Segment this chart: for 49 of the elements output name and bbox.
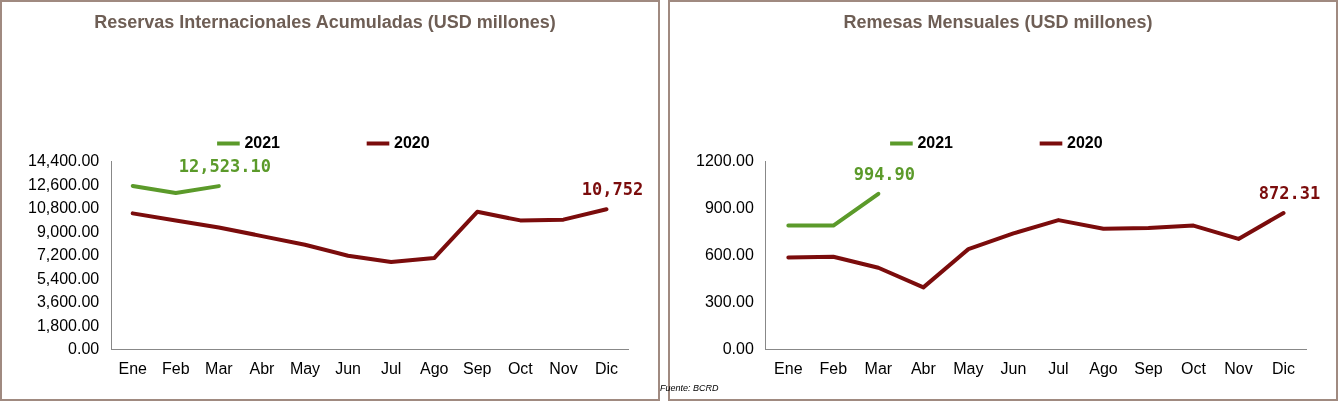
x-tick-label: Feb bbox=[819, 359, 848, 377]
y-tick-label: 900.00 bbox=[704, 199, 754, 217]
x-tick-label: Feb bbox=[161, 359, 190, 377]
x-tick-label: Mar bbox=[205, 359, 234, 377]
x-tick-label: Oct bbox=[1181, 359, 1207, 377]
x-tick-label: Jun bbox=[335, 359, 361, 377]
data-label: 872.31 bbox=[1258, 182, 1321, 203]
source-note: Fuente: BCRD bbox=[660, 383, 719, 393]
x-tick-label: Jul bbox=[1048, 359, 1069, 377]
x-tick-label: Dic bbox=[1271, 359, 1296, 377]
y-tick-label: 10,800.00 bbox=[27, 199, 100, 217]
chart-title: Remesas Mensuales (USD millones) bbox=[843, 11, 1153, 32]
y-tick-label: 1,800.00 bbox=[36, 316, 100, 334]
y-tick-label: 12,600.00 bbox=[27, 175, 100, 193]
x-tick-label: Nov bbox=[1224, 359, 1253, 377]
y-tick-label: 600.00 bbox=[704, 246, 754, 264]
x-tick-label: Abr bbox=[910, 359, 937, 377]
data-label: 10,752 bbox=[581, 179, 644, 200]
x-tick-label: Mar bbox=[864, 359, 893, 377]
x-tick-label: Ago bbox=[1089, 359, 1118, 377]
x-tick-label: Sep bbox=[1134, 359, 1163, 377]
legend-label: 2020 bbox=[1067, 134, 1103, 152]
x-tick-label: May bbox=[289, 359, 321, 377]
legend-label: 2021 bbox=[917, 134, 954, 152]
y-tick-label: 1200.00 bbox=[695, 152, 754, 170]
y-tick-label: 0.00 bbox=[68, 340, 100, 358]
x-tick-label: Ene bbox=[118, 359, 148, 377]
y-tick-label: 300.00 bbox=[704, 293, 754, 311]
y-tick-label: 5,400.00 bbox=[36, 269, 100, 287]
x-tick-label: May bbox=[953, 359, 984, 377]
data-label: 12,523.10 bbox=[178, 156, 271, 177]
x-tick-label: Sep bbox=[463, 359, 492, 377]
legend-label: 2021 bbox=[244, 134, 281, 152]
data-label: 994.90 bbox=[853, 163, 916, 184]
y-tick-label: 9,000.00 bbox=[36, 222, 100, 240]
y-tick-label: 3,600.00 bbox=[36, 293, 100, 311]
x-tick-label: Dic bbox=[594, 359, 619, 377]
y-tick-label: 7,200.00 bbox=[36, 246, 100, 264]
x-tick-label: Jun bbox=[1000, 359, 1027, 377]
y-tick-label: 0.00 bbox=[722, 340, 754, 358]
x-tick-label: Ene bbox=[774, 359, 803, 377]
x-tick-label: Oct bbox=[507, 359, 534, 377]
legend-label: 2020 bbox=[394, 134, 430, 152]
x-tick-label: Ago bbox=[419, 359, 449, 377]
x-tick-label: Jul bbox=[380, 359, 402, 377]
chart-title: Reservas Internacionales Acumuladas (USD millones) bbox=[94, 11, 556, 32]
y-tick-label: 14,400.00 bbox=[27, 152, 100, 170]
x-tick-label: Nov bbox=[549, 359, 578, 377]
x-tick-label: Abr bbox=[249, 359, 276, 377]
